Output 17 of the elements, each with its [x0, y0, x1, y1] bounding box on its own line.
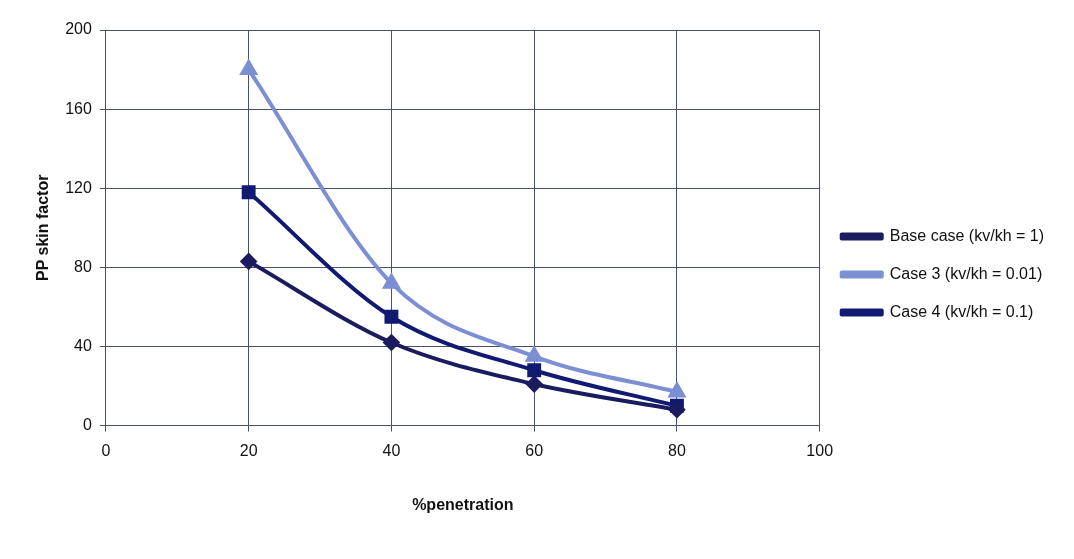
y-tick-label: 0	[82, 416, 92, 434]
y-tick-label: 160	[65, 99, 92, 117]
y-tick-label: 40	[74, 336, 92, 354]
x-axis-title: %penetration	[412, 495, 514, 513]
y-tick-label: 80	[74, 257, 92, 275]
x-tick-label: 40	[382, 441, 401, 459]
y-tick-label: 120	[65, 178, 92, 196]
x-tick-label: 80	[668, 441, 686, 459]
legend-label: Case 4 (kv/kh = 0.1)	[889, 302, 1034, 320]
x-tick-label: 100	[806, 441, 834, 459]
legend-label: Base case (kv/kh = 1)	[889, 226, 1045, 244]
y-tick-label: 200	[65, 20, 92, 38]
y-axis-title: PP skin factor	[34, 174, 52, 282]
legend-label: Case 3 (kv/kh = 0.01)	[889, 264, 1043, 282]
x-tick-label: 60	[525, 441, 544, 459]
x-tick-label: 0	[101, 441, 111, 459]
x-tick-label: 20	[239, 441, 258, 459]
